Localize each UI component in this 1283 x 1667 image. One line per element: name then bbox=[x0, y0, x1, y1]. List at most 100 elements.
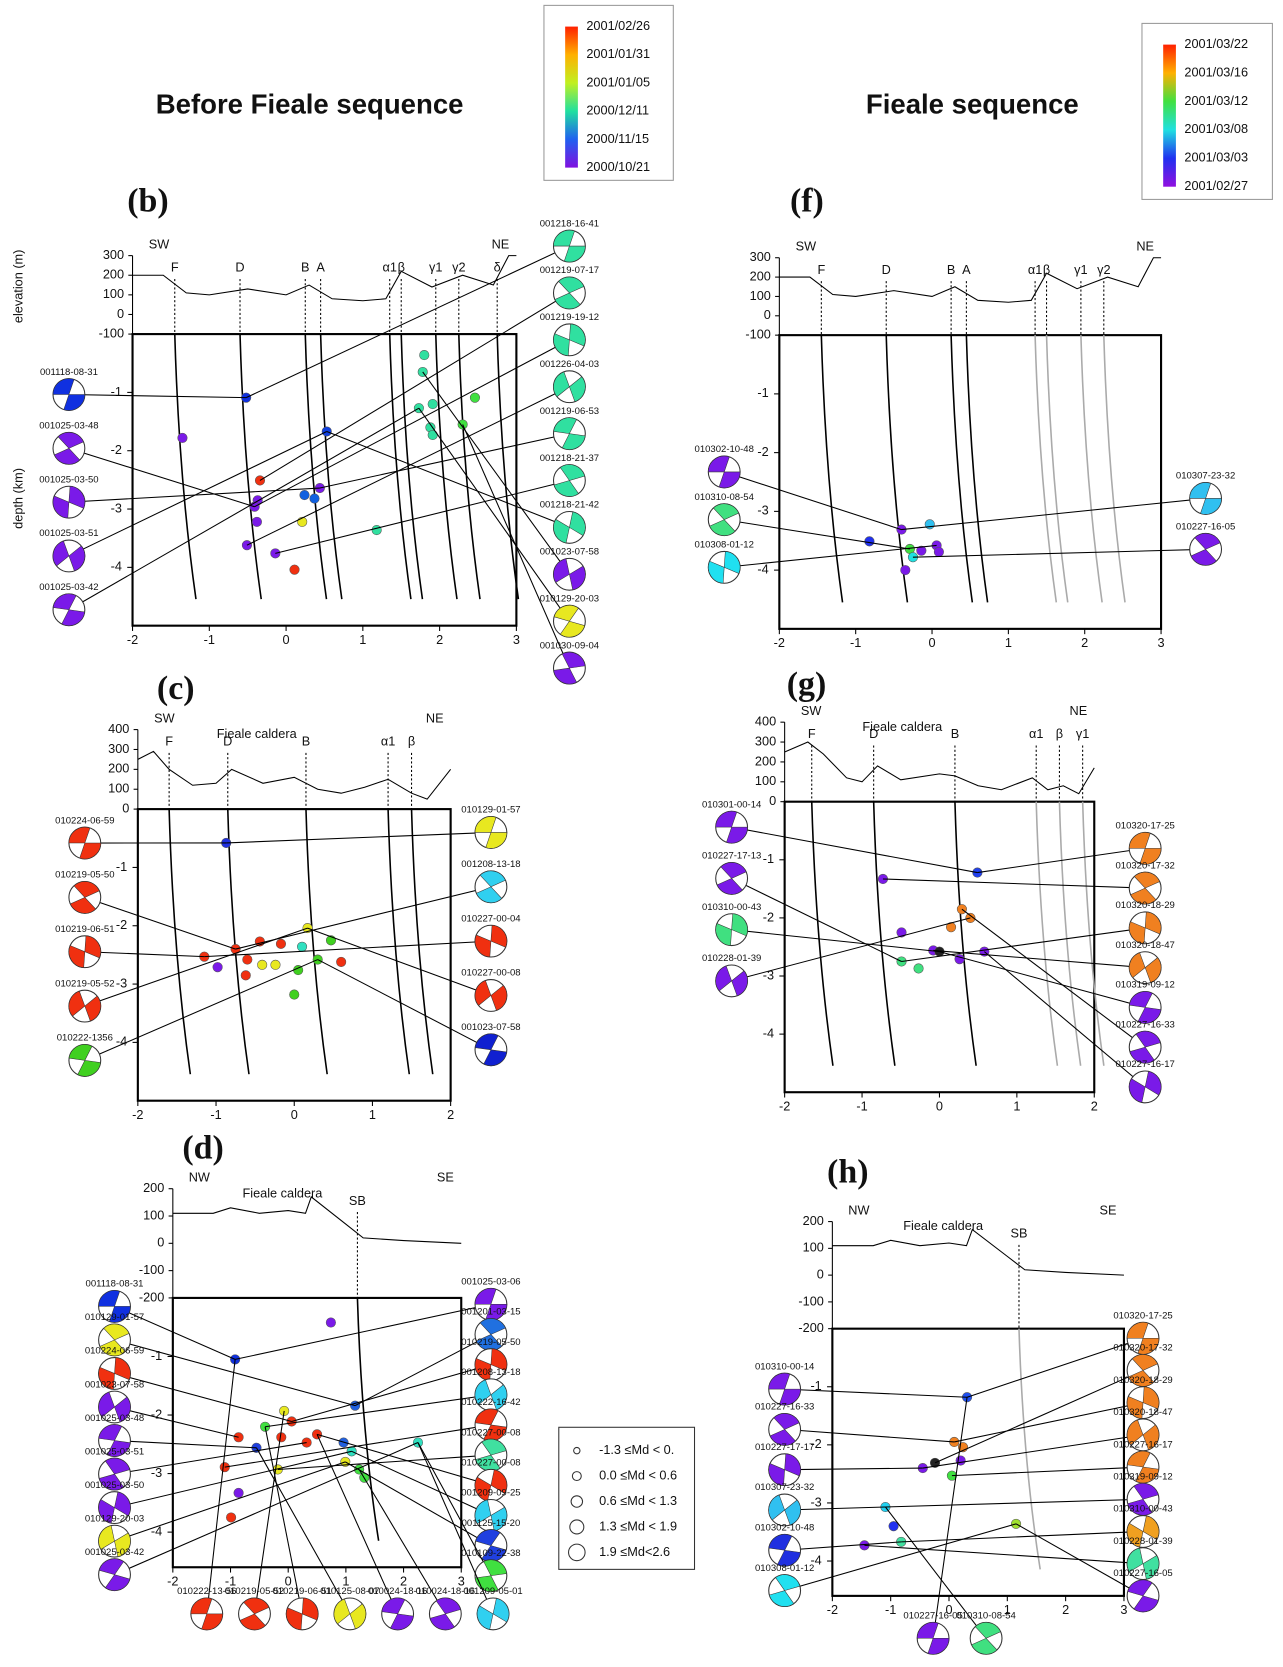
beachball-quadrant bbox=[731, 970, 748, 997]
beachball-label: 010302-10-48 bbox=[755, 1523, 814, 1534]
beachball-connector bbox=[784, 1506, 886, 1511]
x-tick-label: 3 bbox=[1158, 635, 1165, 650]
beachball-connector bbox=[731, 917, 971, 982]
beachball-label: 010227-17-17 bbox=[755, 1442, 814, 1453]
beachball-connector bbox=[114, 1442, 307, 1475]
beachball-quadrant bbox=[474, 980, 492, 1006]
beachball-label: 010222-1356 bbox=[57, 1033, 113, 1044]
beachball-label: 010310-00-14 bbox=[755, 1361, 815, 1372]
beachball-quadrant bbox=[1137, 1007, 1162, 1024]
fault-label: β bbox=[1056, 726, 1063, 741]
earthquake bbox=[275, 938, 286, 949]
beachball-quadrant bbox=[73, 881, 100, 898]
beachball-connector bbox=[901, 1530, 1144, 1543]
beachball-quadrant bbox=[708, 560, 725, 584]
beachball-quadrant bbox=[106, 1440, 131, 1457]
beachball-quadrant bbox=[726, 826, 748, 844]
beachball-quadrant bbox=[98, 1290, 120, 1307]
beachball-connector bbox=[114, 1440, 257, 1449]
beachball-label: 010129-20-03 bbox=[540, 593, 599, 604]
beachball-label: 010227-16-33 bbox=[1115, 1019, 1174, 1030]
beachball-quadrant bbox=[1129, 991, 1153, 1008]
beachball-connector bbox=[84, 959, 318, 1061]
beachball-quadrant bbox=[98, 1391, 115, 1418]
colorbar-label: 2000/10/21 bbox=[586, 159, 650, 174]
beachball-label: 001025-03-48 bbox=[39, 421, 98, 432]
fault-line bbox=[1034, 335, 1058, 603]
fault-line bbox=[1058, 801, 1082, 1066]
beachball-connector bbox=[226, 831, 491, 844]
fault-line bbox=[319, 334, 343, 600]
beachball-quadrant bbox=[286, 1607, 303, 1631]
beachball-connector bbox=[235, 1303, 492, 1360]
beachball-label: 010320-18-47 bbox=[1115, 940, 1174, 951]
beachball-quadrant bbox=[768, 1534, 793, 1551]
fault-label: γ1 bbox=[1074, 262, 1087, 277]
beachball-connector bbox=[235, 886, 492, 950]
fault-line bbox=[1035, 801, 1059, 1066]
fault-label: SB bbox=[349, 1193, 366, 1208]
direction-label: NE bbox=[492, 236, 510, 251]
beachball-connector bbox=[351, 1450, 492, 1516]
beachball-label: 010222-16-42 bbox=[461, 1397, 520, 1408]
beachball-connector bbox=[422, 371, 570, 575]
earthquake bbox=[233, 1487, 244, 1498]
beachball-label: 010319-09-12 bbox=[1113, 1472, 1172, 1483]
topography-profile bbox=[779, 257, 1162, 303]
size-legend-label: 1.9 ≤Md<2.6 bbox=[599, 1544, 670, 1559]
fault-label: SB bbox=[1010, 1226, 1027, 1241]
fault-line bbox=[226, 809, 250, 1075]
direction-label: SE bbox=[437, 1169, 454, 1184]
colorbar-label: 2001/03/03 bbox=[1184, 150, 1248, 165]
beachball-label: 001023-07-58 bbox=[85, 1379, 144, 1390]
size-legend-symbol bbox=[570, 1495, 584, 1508]
direction-label: NE bbox=[1070, 703, 1088, 718]
beachball-quadrant bbox=[479, 1318, 506, 1335]
beachball-quadrant bbox=[79, 842, 101, 860]
earthquake bbox=[371, 524, 382, 536]
beachball-quadrant bbox=[474, 1379, 492, 1406]
beachball-quadrant bbox=[333, 1598, 351, 1625]
depth-section-frame bbox=[136, 808, 452, 1102]
beachball-quadrant bbox=[474, 1408, 499, 1426]
beachball-quadrant bbox=[553, 229, 575, 247]
fault-line bbox=[304, 334, 328, 600]
beachball-label: 010024-18-16 bbox=[368, 1586, 427, 1597]
beachball-connector bbox=[864, 1544, 1144, 1565]
colorbar-label: 2001/03/12 bbox=[1184, 93, 1248, 108]
beachball-quadrant bbox=[559, 620, 586, 638]
depth-tick-label: -2 bbox=[763, 909, 774, 924]
beachball-connector bbox=[114, 1339, 356, 1407]
earthquake bbox=[427, 399, 438, 410]
beachball-quadrant bbox=[474, 1033, 499, 1051]
beachball-label: 001125-15-20 bbox=[462, 1518, 521, 1529]
beachball-connector bbox=[882, 878, 1146, 889]
earthquake bbox=[888, 1521, 899, 1532]
x-tick-label: -2 bbox=[779, 1098, 790, 1113]
beachball-quadrant bbox=[708, 455, 730, 473]
beachball-label: 010024-18-16 bbox=[416, 1586, 475, 1597]
x-tick-label: 2 bbox=[447, 1107, 454, 1122]
beachball-quadrant bbox=[1129, 952, 1146, 979]
beachball-label: 010129-20-03 bbox=[85, 1513, 144, 1524]
beachball-quadrant bbox=[61, 609, 85, 626]
beachball-quadrant bbox=[777, 1549, 801, 1567]
beachball-quadrant bbox=[490, 985, 508, 1011]
fault-label: α1 bbox=[1029, 726, 1043, 741]
elevation-tick-label: 200 bbox=[143, 1180, 164, 1195]
fault-label: A bbox=[316, 260, 325, 275]
beachball-quadrant bbox=[68, 990, 86, 1017]
depth-tick-label: -4 bbox=[757, 561, 768, 576]
beachball-quadrant bbox=[98, 1473, 125, 1491]
beachball-quadrant bbox=[553, 518, 570, 544]
beachball-quadrant bbox=[1142, 1386, 1160, 1410]
beachball-quadrant bbox=[105, 1457, 131, 1475]
beachball-connector bbox=[724, 544, 937, 568]
beachball-quadrant bbox=[561, 433, 586, 450]
fault-label: D bbox=[223, 734, 232, 749]
beachball-quadrant bbox=[927, 1638, 950, 1655]
beachball-label: 001219-06-53 bbox=[540, 406, 599, 417]
x-tick-label: 1 bbox=[1005, 635, 1012, 650]
fault-label: γ1 bbox=[1076, 726, 1089, 741]
beachball-quadrant bbox=[68, 826, 91, 844]
